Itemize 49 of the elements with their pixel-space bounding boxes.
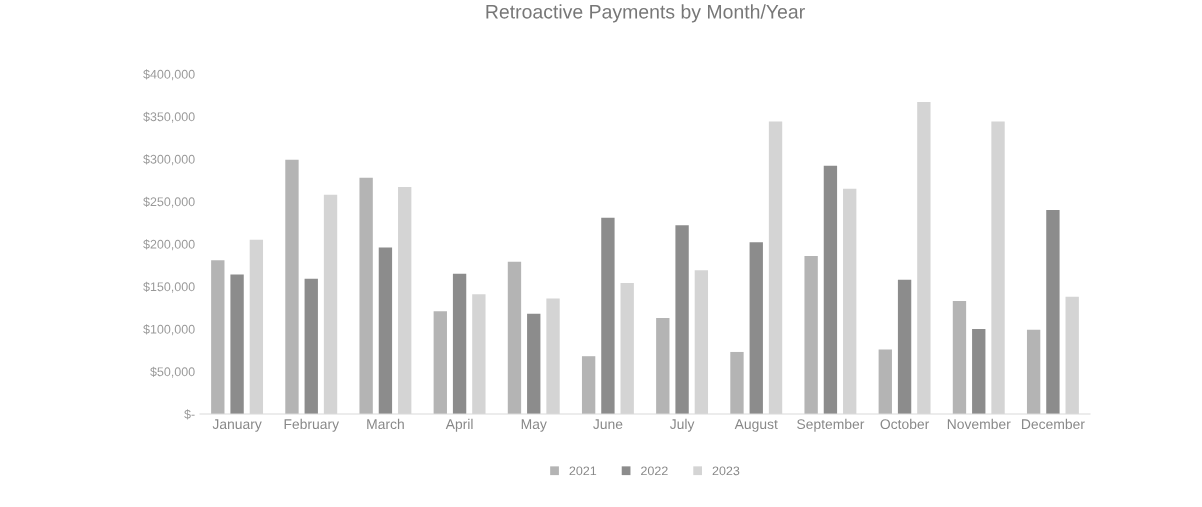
bar (675, 225, 689, 414)
bar (581, 356, 596, 414)
bar (749, 242, 763, 414)
y-tick-label: $250,000 (143, 196, 195, 208)
bar (878, 349, 892, 414)
legend-label: 2022 (641, 466, 668, 476)
bar (897, 279, 912, 414)
bar (433, 311, 447, 414)
bar (730, 351, 744, 414)
x-tick-label: September (797, 418, 865, 432)
legend-label: 2023 (712, 466, 740, 476)
y-tick-label: $300,000 (143, 154, 195, 166)
y-tick-label: $100,000 (143, 324, 195, 336)
bar (972, 329, 986, 414)
bar (230, 274, 244, 414)
bar (804, 255, 818, 414)
x-tick-label: April (445, 418, 473, 432)
x-tick-label: February (284, 418, 340, 432)
bar (601, 217, 615, 414)
y-tick-label: $200,000 (143, 239, 195, 251)
x-tick-label: August (734, 419, 778, 432)
bar (823, 165, 838, 414)
x-tick-label: May (521, 419, 547, 432)
chart-title: Retroactive Payments by Month/Year (486, 4, 805, 23)
x-tick-label: July (669, 418, 695, 432)
x-tick-label: December (1022, 418, 1085, 430)
x-tick-label: March (367, 418, 404, 430)
y-tick-label: $150,000 (143, 281, 195, 293)
y-tick-label: $- (184, 409, 195, 420)
bar (211, 260, 225, 414)
bar (304, 278, 318, 414)
bar (1026, 329, 1041, 414)
bar (656, 317, 670, 414)
bar (507, 261, 522, 414)
x-tick-label: November (947, 418, 1011, 430)
bar (452, 273, 467, 414)
x-tick-label: January (212, 419, 262, 432)
y-tick-label: $350,000 (143, 111, 195, 123)
bar (952, 300, 967, 414)
bar (527, 313, 541, 414)
y-tick-label: $400,000 (143, 69, 195, 81)
bar (378, 247, 393, 414)
bar (1046, 210, 1060, 414)
legend-label: 2021 (569, 466, 597, 476)
x-tick-label: October (880, 418, 930, 430)
y-tick-label: $50,000 (150, 366, 195, 378)
bar (359, 177, 373, 414)
bar (285, 159, 299, 414)
x-tick-label: June (593, 419, 623, 430)
